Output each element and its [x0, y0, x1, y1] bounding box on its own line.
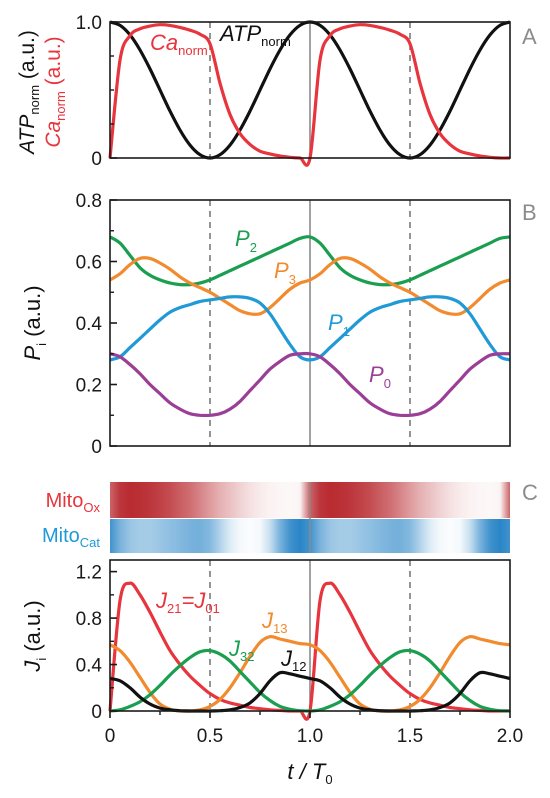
x-tick-label: 0 — [105, 726, 116, 747]
panel-b-ytick-label: 0.6 — [76, 253, 102, 274]
panel-c-ytick-label: 0.8 — [76, 609, 102, 630]
p0-label: P0 — [369, 362, 391, 391]
panel-a: 01.0 A Canorm ATPnorm ATPnorm (a.u.) Can… — [16, 13, 537, 170]
svg-text:Canorm (a.u.): Canorm (a.u.) — [42, 36, 68, 147]
panel-b-ytick-label: 0 — [91, 437, 102, 458]
panel-a-ytick-label: 0 — [91, 149, 102, 170]
panel-a-label: A — [522, 24, 537, 49]
panel-a-ytick-label: 1.0 — [76, 13, 102, 34]
x-tick-label: 1.5 — [397, 726, 423, 747]
panel-a-ylabel-top: ATPnorm (a.u.) — [16, 30, 42, 156]
x-axis-label: t / T0 — [287, 759, 332, 787]
x-ticks: 0 0.5 1.0 1.5 2.0 — [105, 711, 523, 747]
j32-label: J32 — [228, 636, 254, 664]
panel-b-ytick-label: 0.2 — [76, 376, 102, 397]
panel-c-ytick-label: 0 — [91, 702, 102, 723]
panel-b-ylabel: Pi (a.u.) — [20, 285, 49, 360]
j13-label: J13 — [261, 608, 287, 636]
panel-a-yticks: 01.0 — [76, 13, 117, 170]
mito-ox-label: MitoOx — [46, 490, 101, 515]
p1-label: P1 — [328, 310, 350, 339]
panel-c-ytick-label: 1.2 — [76, 563, 102, 584]
mito-cat-label: MitoCat — [42, 525, 100, 550]
panel-c-ytick-label: 0.4 — [76, 656, 103, 677]
x-tick-label: 2.0 — [497, 726, 523, 747]
panel-b: 0 0.2 0.4 0.6 0.8 B P2 P3 P1 P0 Pi (a.u.) — [20, 191, 537, 458]
series-p0 — [109, 351, 511, 418]
panel-a-ylabel-bottom: Canorm (a.u.) — [42, 36, 68, 147]
svg-text:Pi (a.u.): Pi (a.u.) — [20, 285, 49, 360]
x-tick-label: 1.0 — [297, 726, 323, 747]
panel-b-lines — [109, 235, 511, 418]
panel-c-heatbars: MitoOx MitoCat C — [42, 480, 538, 553]
x-tick-label: 0.5 — [197, 726, 223, 747]
series-p3 — [109, 256, 511, 316]
panel-b-vlines — [209, 200, 411, 446]
panel-c-ylabel: Ji (a.u.) — [20, 600, 49, 672]
panel-c-vlines — [209, 560, 411, 711]
panel-c-yticks: 0 0.4 0.8 1.2 — [76, 563, 117, 723]
panel-b-ytick-label: 0.4 — [76, 314, 103, 335]
series-p1 — [109, 295, 511, 362]
svg-text:Ji (a.u.): Ji (a.u.) — [20, 600, 49, 672]
p2-label: P2 — [235, 226, 257, 255]
panel-b-ytick-label: 0.8 — [76, 191, 102, 212]
p3-label: P3 — [274, 258, 296, 287]
atp-norm-label: ATPnorm — [218, 21, 291, 49]
j21-j01-label: J21=J01 — [155, 588, 220, 616]
panel-b-yticks: 0 0.2 0.4 0.6 0.8 — [76, 191, 117, 458]
ca-norm-label: Canorm — [150, 30, 208, 58]
svg-text:ATPnorm (a.u.): ATPnorm (a.u.) — [16, 30, 42, 156]
panel-c-label: C — [522, 480, 538, 505]
series-p2 — [109, 235, 511, 287]
panel-b-label: B — [522, 200, 537, 225]
j12-label: J12 — [280, 646, 306, 674]
panel-c: 0 0.4 0.8 1.2 0 0.5 1.0 1.5 2.0 J21=J01 J13 J32… — [20, 559, 523, 787]
